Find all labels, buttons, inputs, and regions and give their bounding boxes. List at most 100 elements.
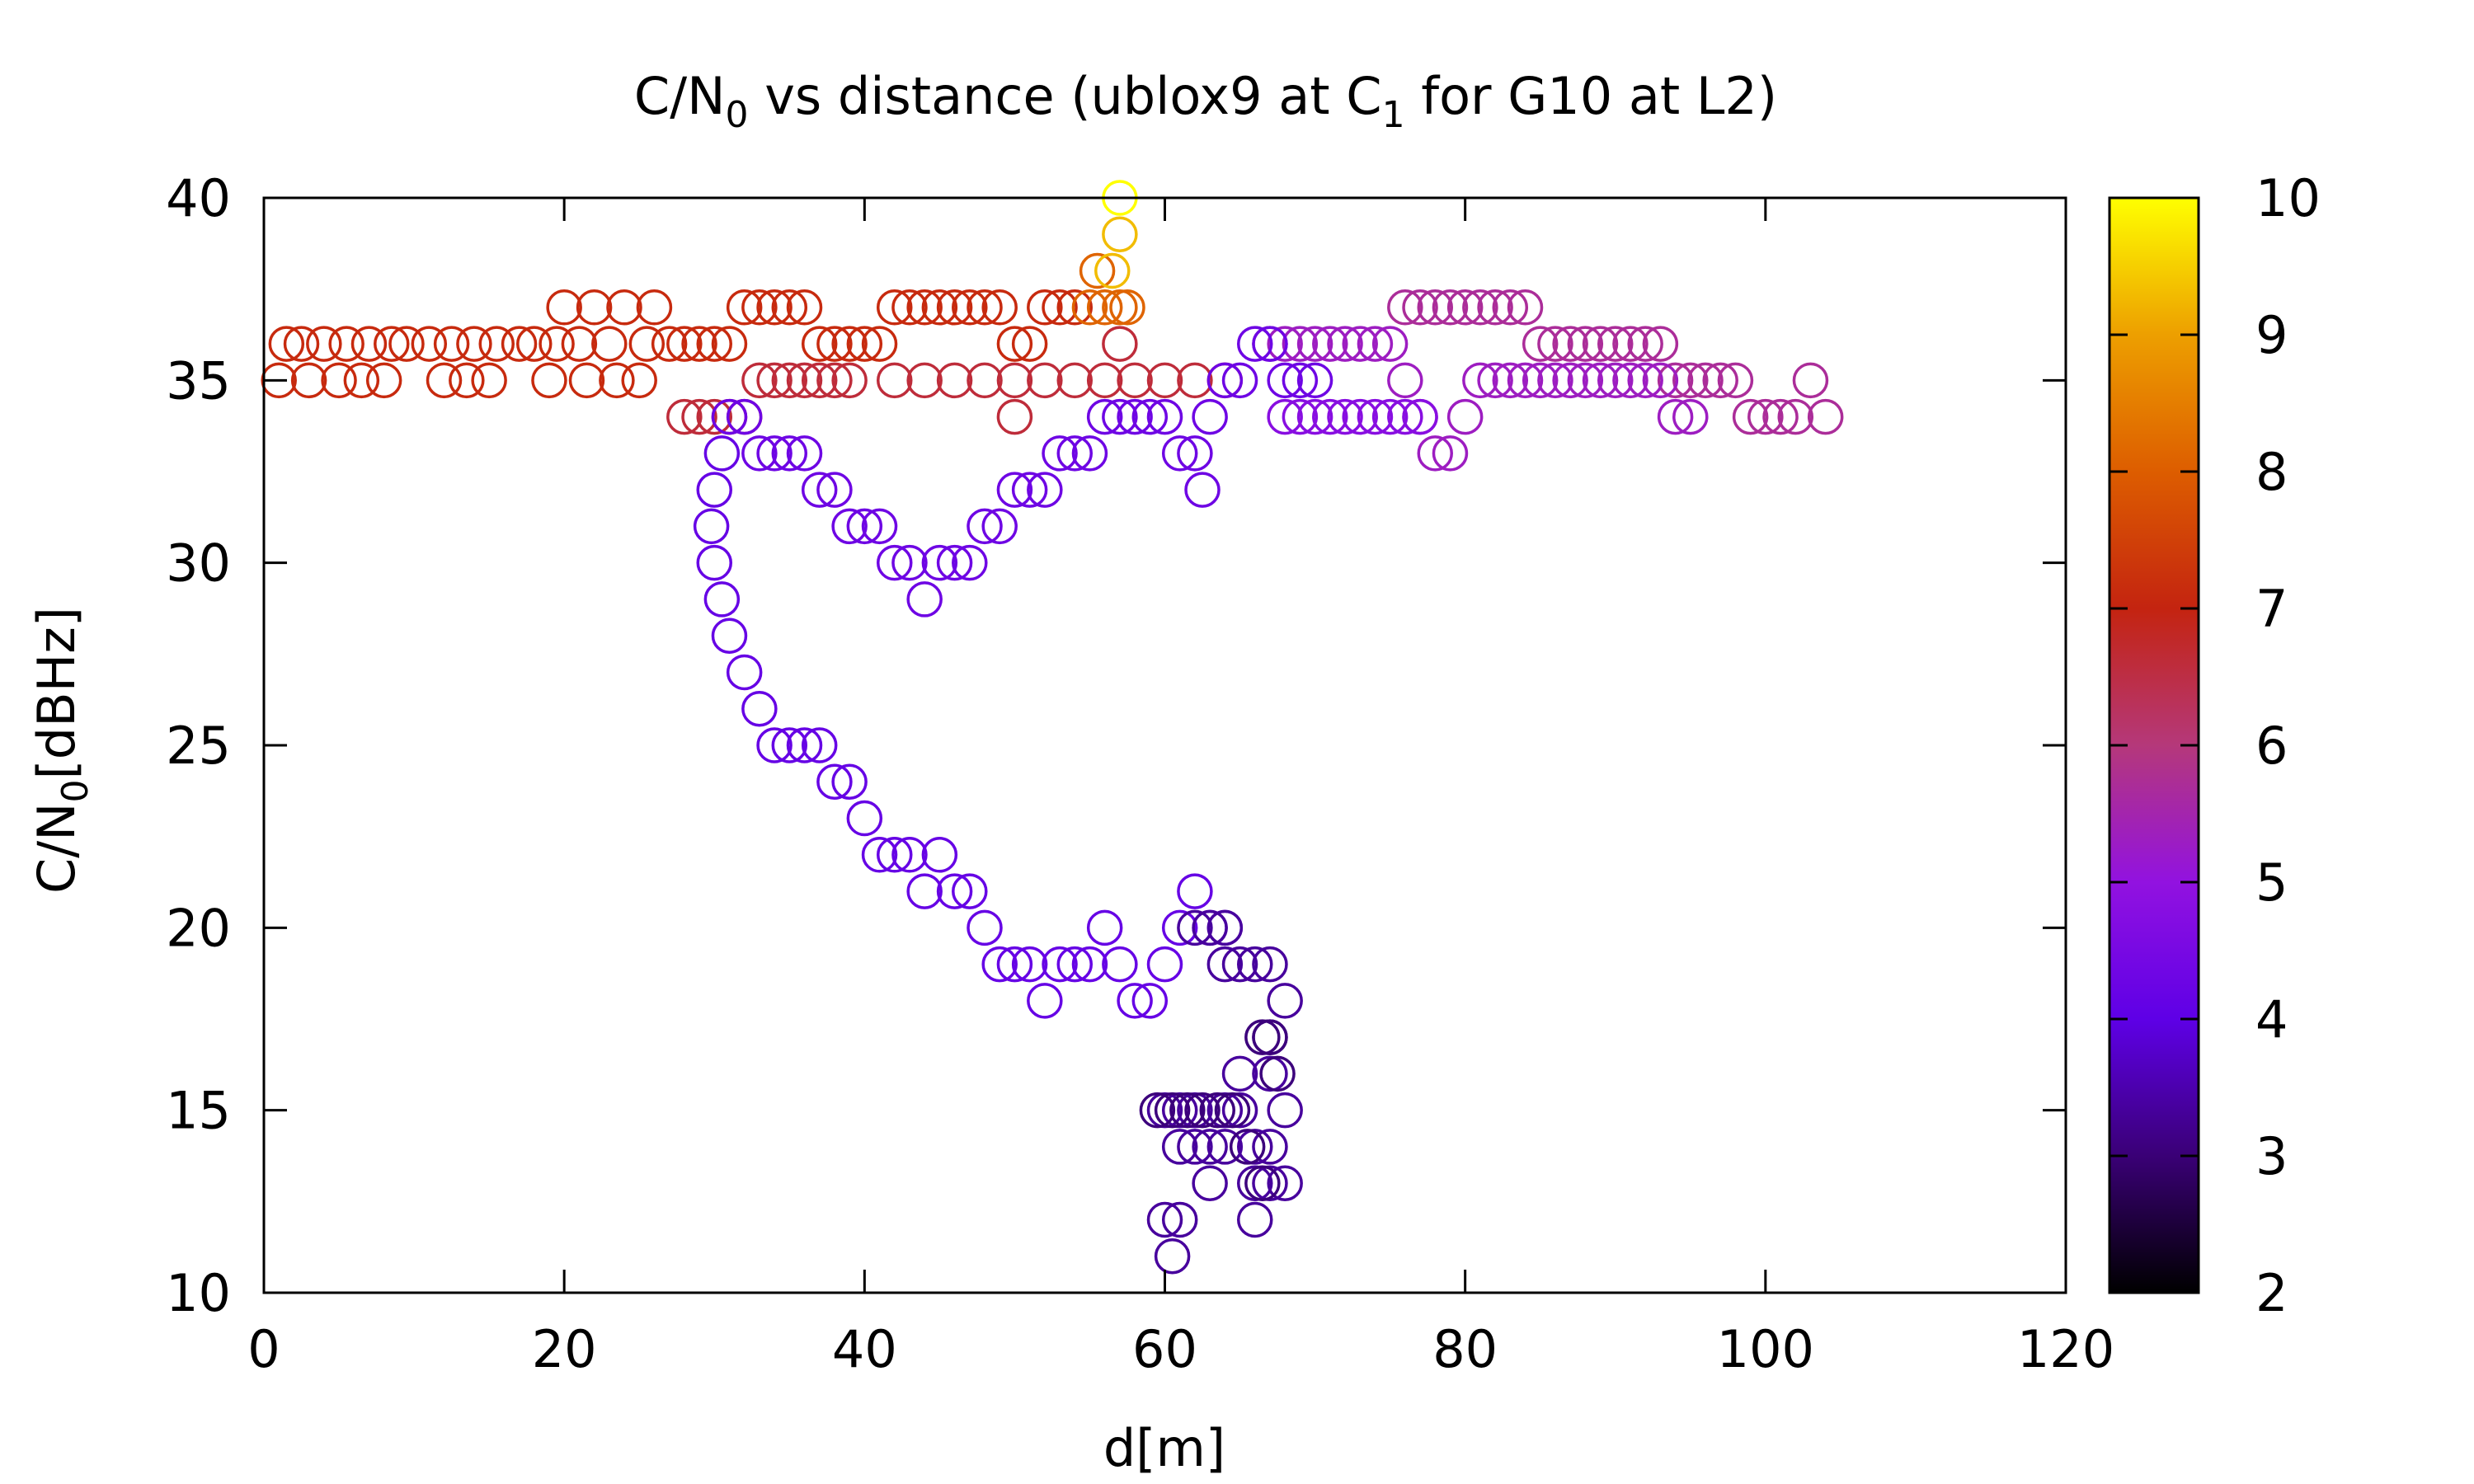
data-point (1357, 398, 1394, 435)
data-point (1252, 1165, 1288, 1201)
data-point (771, 727, 808, 763)
data-point (1252, 946, 1288, 983)
data-point (666, 326, 703, 362)
data-point (756, 435, 793, 472)
data-point (906, 873, 943, 909)
data-point (1252, 326, 1288, 362)
data-point (1146, 1092, 1183, 1129)
data-point (1507, 289, 1544, 326)
data-point (877, 544, 913, 581)
data-point (1221, 1092, 1258, 1129)
data-point (741, 362, 778, 399)
data-point (1282, 398, 1319, 435)
data-point (1042, 289, 1078, 326)
y-tick-label: 40 (166, 168, 231, 228)
data-point (478, 326, 515, 362)
data-point (1612, 326, 1649, 362)
data-point (1117, 398, 1153, 435)
data-point (1259, 1055, 1296, 1092)
y-axis: 10 15 20 25 30 35 40 (166, 168, 2066, 1323)
data-point (921, 289, 958, 326)
data-point (1642, 326, 1679, 362)
data-point (921, 837, 958, 873)
data-point (449, 362, 485, 399)
data-point (831, 326, 868, 362)
data-point (756, 289, 793, 326)
data-point (1177, 909, 1213, 946)
data-point (1747, 398, 1784, 435)
data-point (1102, 398, 1138, 435)
data-point (1154, 1092, 1191, 1129)
y-tick-label: 35 (166, 350, 231, 411)
data-point (1642, 362, 1679, 399)
data-point (1327, 326, 1363, 362)
data-point (952, 873, 988, 909)
data-point (1492, 362, 1529, 399)
data-point (1537, 362, 1573, 399)
data-point (1221, 946, 1258, 983)
y-axis-label: C/N0[dBHz] (26, 607, 96, 894)
data-point (1027, 472, 1063, 508)
data-point (1027, 289, 1063, 326)
data-point (1177, 1092, 1213, 1129)
data-point (636, 289, 673, 326)
data-point (1154, 1237, 1191, 1275)
data-point (628, 326, 666, 362)
data-point (1252, 1019, 1288, 1055)
data-point (1177, 873, 1213, 909)
y-tick-label: 20 (166, 898, 231, 958)
x-tick-label: 120 (2017, 1319, 2114, 1379)
data-point (1342, 326, 1378, 362)
data-point (426, 362, 463, 399)
data-point (936, 289, 973, 326)
chart-title: C/N0 vs distance (ublox9 at C1 for G10 a… (634, 66, 1777, 136)
data-point (1071, 435, 1108, 472)
data-point (1244, 1165, 1281, 1201)
data-point (967, 362, 1003, 399)
data-point (831, 763, 868, 801)
data-point (981, 946, 1018, 983)
data-point (996, 946, 1033, 983)
data-point (1146, 398, 1183, 435)
data-point (1177, 362, 1213, 399)
data-point (816, 326, 853, 362)
data-point (1492, 289, 1529, 326)
data-point (891, 544, 928, 581)
data-point (771, 435, 808, 472)
data-point (591, 326, 628, 362)
data-point (1522, 326, 1559, 362)
x-tick-label: 20 (532, 1319, 597, 1379)
data-point (1552, 362, 1588, 399)
data-point (906, 289, 943, 326)
data-point (1657, 362, 1694, 399)
data-point (1312, 398, 1348, 435)
data-point (861, 326, 898, 362)
data-point (1071, 946, 1108, 983)
data-point (696, 326, 732, 362)
data-point (1417, 435, 1453, 472)
data-point (1477, 289, 1513, 326)
data-point (1267, 398, 1303, 435)
data-point (1296, 362, 1333, 399)
data-point (651, 326, 688, 362)
data-point (861, 508, 898, 545)
data-point (681, 398, 717, 435)
data-point (1027, 362, 1063, 399)
data-point (1146, 946, 1183, 983)
x-tick-label: 80 (1432, 1319, 1498, 1379)
data-point (801, 472, 838, 508)
data-point (1071, 289, 1108, 326)
data-point (1102, 946, 1138, 983)
data-point (681, 326, 717, 362)
data-point (1161, 909, 1198, 946)
data-point (816, 472, 853, 508)
data-point (1657, 398, 1694, 435)
data-point (1094, 252, 1131, 289)
data-point (696, 544, 732, 581)
data-point (1042, 435, 1078, 472)
data-point (1387, 362, 1423, 399)
data-point (967, 508, 1003, 545)
data-point (1402, 289, 1438, 326)
data-point (1229, 1129, 1266, 1165)
